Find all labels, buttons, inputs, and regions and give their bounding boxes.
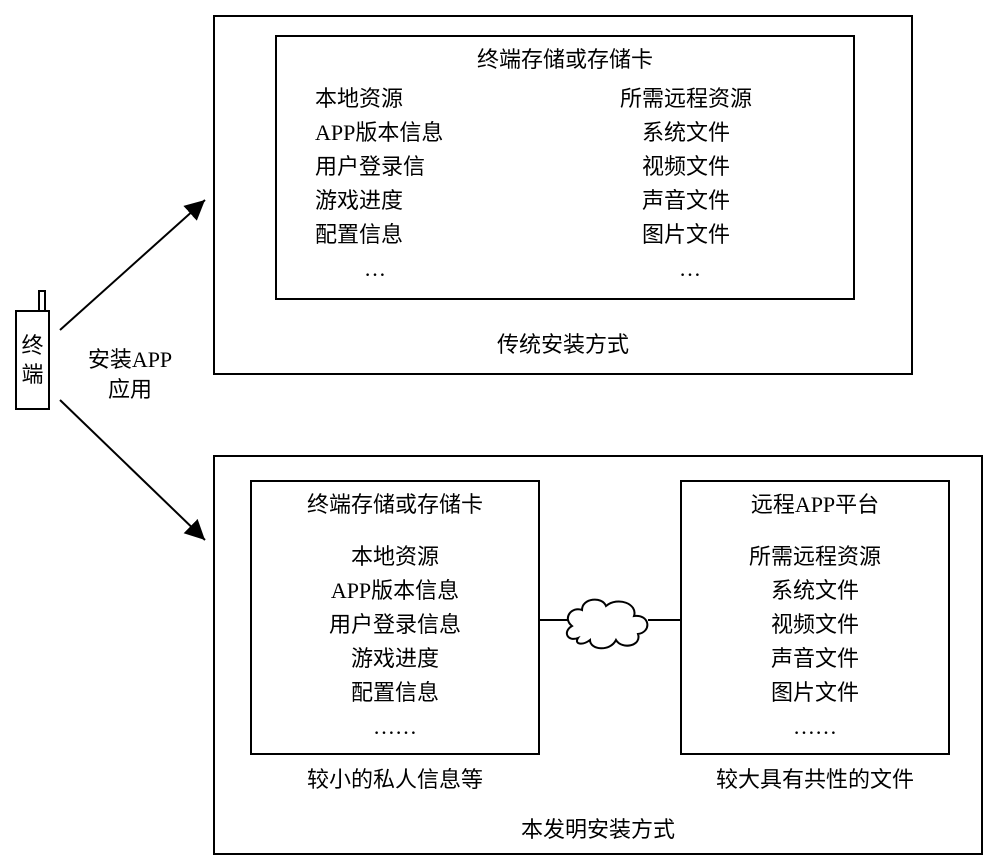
- bottom-main-caption-text: 本发明安装方式: [521, 817, 675, 842]
- cloud-icon: [0, 0, 1000, 861]
- bottom-main-caption: 本发明安装方式: [213, 815, 983, 845]
